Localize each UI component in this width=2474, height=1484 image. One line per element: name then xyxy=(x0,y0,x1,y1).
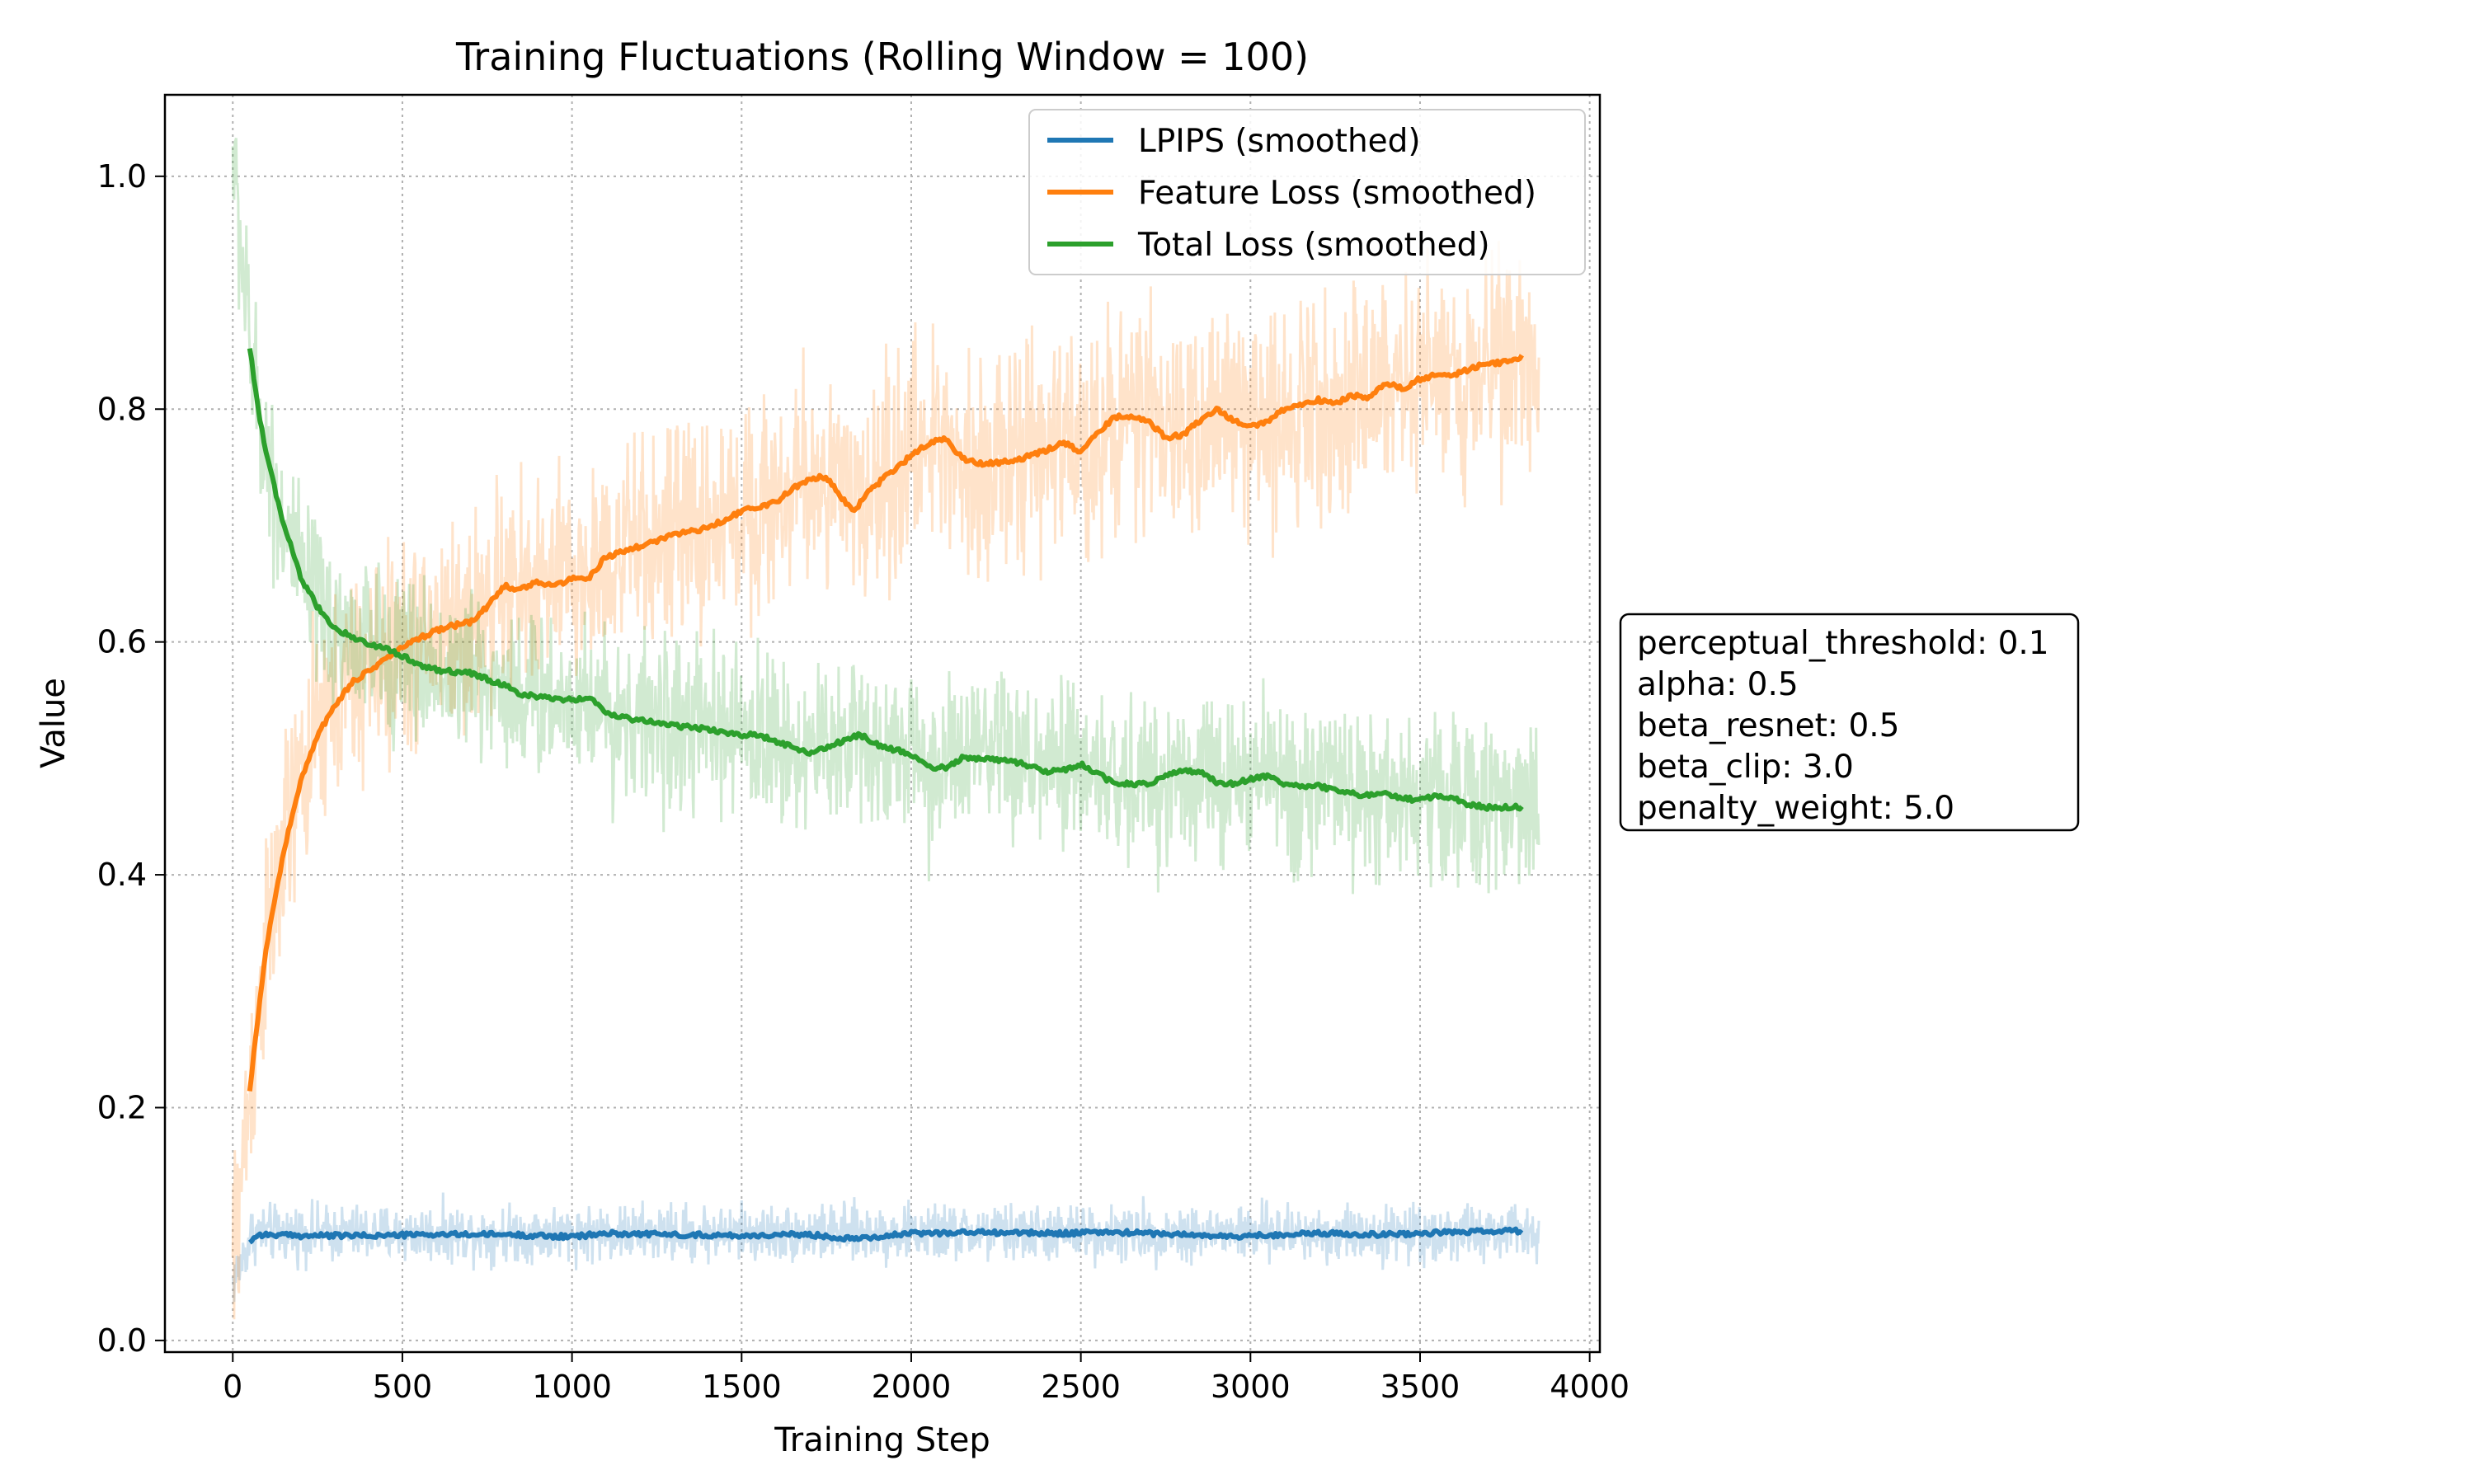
y-tick-label: 1.0 xyxy=(97,158,147,195)
smoothed-line-2 xyxy=(247,348,1524,812)
x-tick-label: 2500 xyxy=(1041,1369,1121,1405)
x-tick-label: 2000 xyxy=(872,1369,952,1405)
x-tick-label: 3000 xyxy=(1211,1369,1291,1405)
param-line: beta_resnet: 0.5 xyxy=(1637,707,1900,744)
param-line: perceptual_threshold: 0.1 xyxy=(1637,625,2049,662)
x-tick-label: 1500 xyxy=(702,1369,782,1405)
x-axis-label: Training Step xyxy=(774,1421,990,1459)
param-line: penalty_weight: 5.0 xyxy=(1637,790,1954,827)
plot-frame xyxy=(163,93,1602,1354)
smoothed-line-1 xyxy=(247,354,1524,1092)
x-tick-label: 1000 xyxy=(532,1369,612,1405)
x-tick-label: 4000 xyxy=(1550,1369,1630,1405)
legend-label: Feature Loss (smoothed) xyxy=(1138,175,1536,212)
legend-box xyxy=(1028,109,1586,275)
params-annotation: perceptual_threshold: 0.1 alpha: 0.5 beta_… xyxy=(1619,613,2080,832)
x-tick-label: 0 xyxy=(223,1369,242,1405)
x-tick-label: 3500 xyxy=(1380,1369,1460,1405)
y-axis-label: Value xyxy=(35,678,73,768)
y-tick-label: 0.6 xyxy=(97,624,147,660)
raw-band-2 xyxy=(231,138,1540,895)
legend: LPIPS (smoothed) Feature Loss (smoothed) T… xyxy=(1028,109,1586,275)
params-box xyxy=(1619,613,2080,832)
chart-title: Training Fluctuations (Rolling Window = … xyxy=(455,35,1309,79)
legend-label: LPIPS (smoothed) xyxy=(1138,123,1421,160)
x-tick-label: 500 xyxy=(373,1369,433,1405)
y-tick-label: 0.2 xyxy=(97,1089,147,1125)
raw-band-1 xyxy=(231,241,1540,1320)
smoothed-series-lines xyxy=(247,348,1524,1245)
legend-label: Total Loss (smoothed) xyxy=(1137,227,1490,264)
param-line: beta_clip: 3.0 xyxy=(1637,749,1854,786)
smoothed-line-0 xyxy=(247,1226,1524,1245)
y-axis-ticks: 0.0 0.2 0.4 0.6 0.8 1.0 xyxy=(97,158,165,1359)
param-line: alpha: 0.5 xyxy=(1637,666,1799,703)
y-tick-label: 0.0 xyxy=(97,1322,147,1359)
y-tick-label: 0.8 xyxy=(97,391,147,427)
y-tick-label: 0.4 xyxy=(97,857,147,893)
x-axis-ticks: 0 500 1000 1500 2000 2500 3000 3500 4000 xyxy=(223,1352,1630,1405)
